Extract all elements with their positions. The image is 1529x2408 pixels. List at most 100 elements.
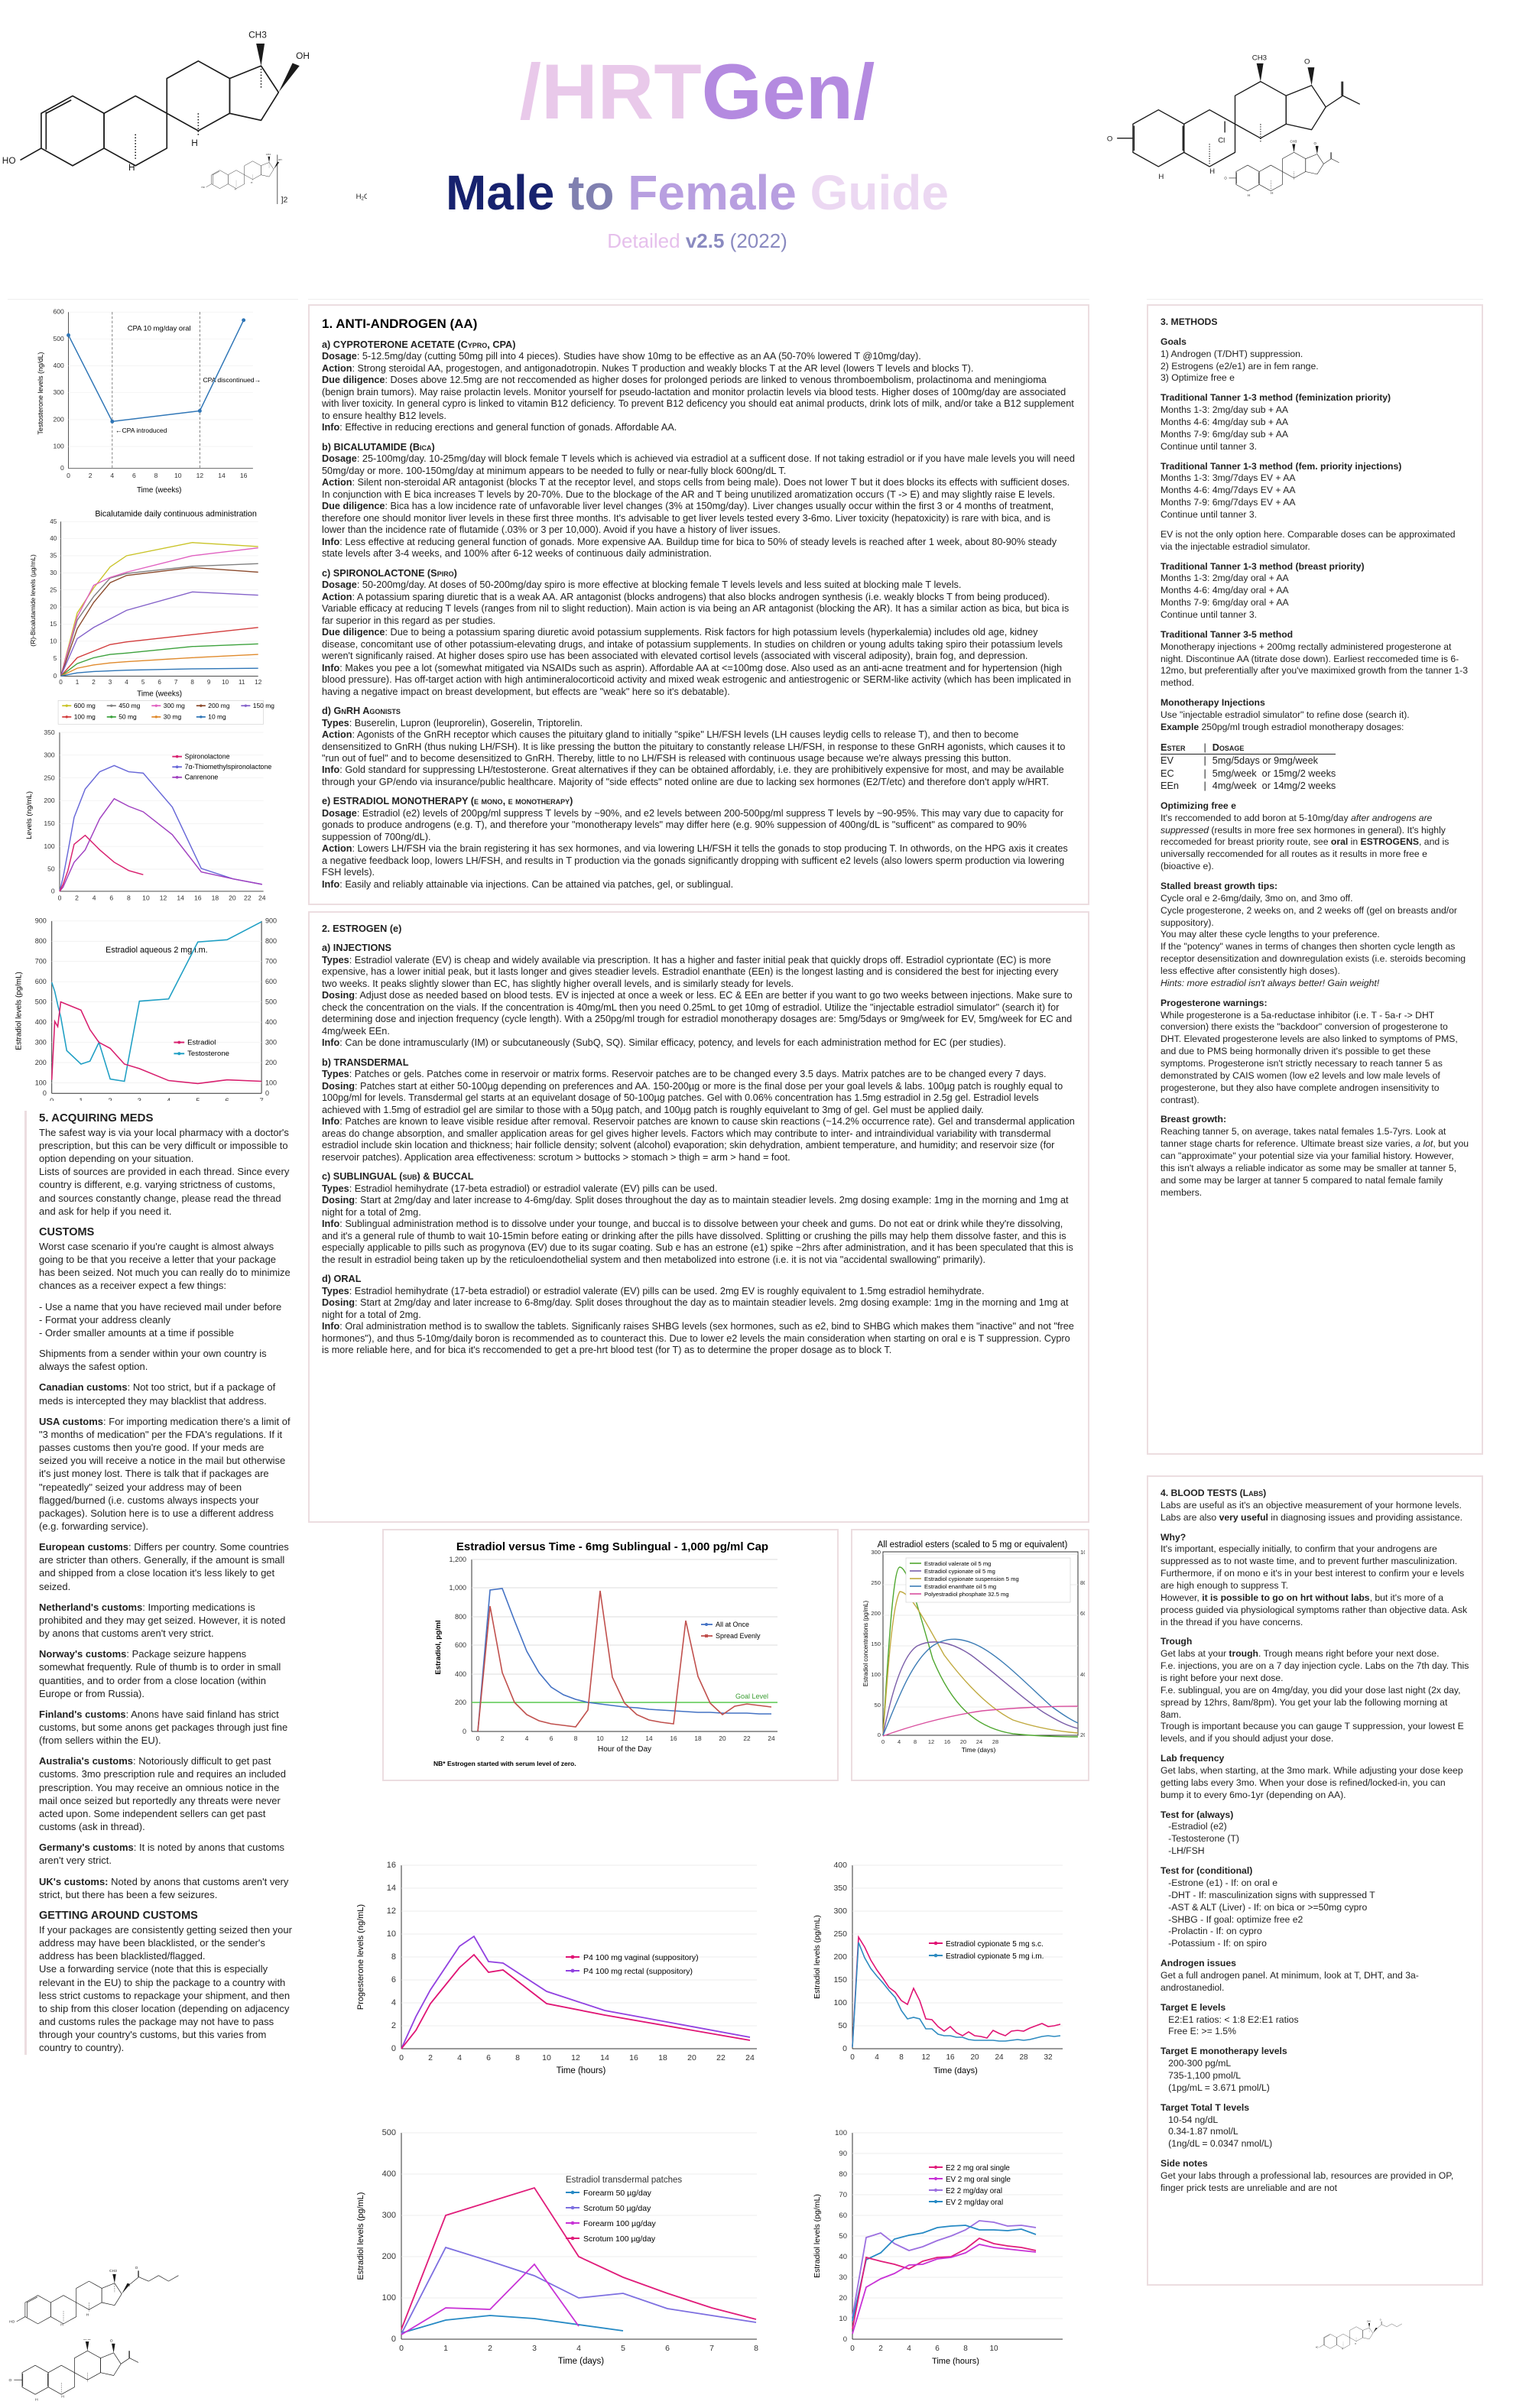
svg-text:24: 24	[258, 894, 266, 902]
svg-text:200: 200	[54, 415, 65, 423]
svg-text:16: 16	[194, 894, 202, 902]
svg-text:1: 1	[443, 2344, 448, 2353]
svg-text:250: 250	[44, 774, 55, 781]
svg-text:22: 22	[244, 894, 252, 902]
svg-text:400: 400	[1080, 1671, 1085, 1678]
svg-text:20: 20	[687, 2053, 696, 2062]
svg-text:24: 24	[768, 1735, 775, 1742]
svg-text:500: 500	[382, 2128, 396, 2137]
svg-text:400: 400	[382, 2169, 396, 2179]
svg-text:22: 22	[716, 2053, 726, 2062]
svg-text:150 mg: 150 mg	[253, 702, 274, 709]
svg-text:6: 6	[486, 2053, 491, 2062]
svg-text:30: 30	[839, 2273, 847, 2282]
svg-text:50: 50	[47, 865, 55, 873]
svg-text:11: 11	[239, 679, 245, 686]
svg-text:0: 0	[43, 1089, 47, 1097]
svg-text:7: 7	[260, 1097, 264, 1101]
svg-text:←CPA introduced: ←CPA introduced	[115, 427, 167, 434]
svg-text:8: 8	[963, 2345, 968, 2353]
svg-text:18: 18	[658, 2053, 667, 2062]
svg-text:800: 800	[455, 1613, 466, 1621]
svg-text:8: 8	[127, 894, 131, 902]
svg-text:50: 50	[839, 2232, 847, 2241]
svg-text:700: 700	[265, 958, 277, 965]
svg-text:0: 0	[463, 1728, 466, 1735]
svg-text:0: 0	[60, 464, 64, 472]
svg-text:14: 14	[600, 2053, 609, 2062]
svg-text:]2: ]2	[281, 196, 288, 205]
svg-text:15: 15	[50, 621, 57, 628]
svg-text:12: 12	[255, 679, 262, 686]
svg-text:600: 600	[54, 308, 65, 316]
svg-text:Time (hours): Time (hours)	[932, 2357, 979, 2366]
svg-text:4: 4	[525, 1735, 529, 1742]
svg-text:300: 300	[35, 1039, 47, 1047]
svg-text:2: 2	[501, 1735, 505, 1742]
svg-text:10: 10	[387, 1929, 396, 1939]
svg-text:20: 20	[719, 1735, 726, 1742]
svg-text:500: 500	[35, 998, 47, 1006]
svg-text:250: 250	[833, 1929, 847, 1939]
svg-text:3: 3	[532, 2344, 537, 2353]
svg-text:35: 35	[50, 553, 57, 560]
svg-text:14: 14	[177, 894, 184, 902]
svg-text:50: 50	[838, 2021, 847, 2030]
svg-text:300: 300	[265, 1039, 277, 1047]
svg-text:Goal Level: Goal Level	[735, 1692, 768, 1700]
svg-text:6: 6	[132, 472, 136, 479]
svg-text:Estradiol cypionate suspension: Estradiol cypionate suspension 5 mg	[924, 1576, 1019, 1582]
svg-text:10: 10	[596, 1735, 604, 1742]
svg-text:800: 800	[265, 937, 277, 945]
svg-text:24: 24	[745, 2053, 755, 2062]
svg-text:50: 50	[875, 1702, 881, 1709]
svg-text:Time (days): Time (days)	[558, 2357, 604, 2366]
svg-text:200: 200	[35, 1059, 47, 1066]
svg-text:5: 5	[196, 1097, 200, 1101]
svg-text:100: 100	[833, 1998, 847, 2007]
svg-text:4: 4	[898, 1738, 901, 1745]
svg-text:200 mg: 200 mg	[208, 702, 229, 709]
svg-text:10: 10	[142, 894, 150, 902]
svg-text:Time (days): Time (days)	[933, 2066, 978, 2075]
svg-text:10: 10	[174, 472, 182, 479]
svg-text:300 mg: 300 mg	[164, 702, 185, 709]
svg-text:16: 16	[946, 2053, 955, 2062]
svg-text:500: 500	[54, 335, 65, 342]
svg-text:100: 100	[44, 842, 55, 850]
svg-text:10: 10	[222, 679, 229, 686]
svg-text:200: 200	[265, 1059, 277, 1066]
svg-text:800: 800	[1080, 1579, 1085, 1586]
svg-text:Testosterone levels (ng/dL): Testosterone levels (ng/dL)	[37, 352, 44, 435]
svg-text:5: 5	[54, 655, 57, 662]
svg-text:32: 32	[1044, 2053, 1053, 2062]
svg-text:700: 700	[35, 958, 47, 965]
svg-text:4: 4	[576, 2344, 581, 2353]
svg-text:9: 9	[207, 679, 211, 686]
svg-text:300: 300	[54, 388, 65, 396]
svg-text:10: 10	[542, 2053, 551, 2062]
svg-text:Canrenone: Canrenone	[185, 774, 219, 781]
svg-text:30 mg: 30 mg	[164, 712, 182, 720]
svg-text:12: 12	[928, 1738, 934, 1745]
svg-text:100: 100	[871, 1671, 881, 1678]
svg-text:10: 10	[839, 2315, 847, 2323]
svg-text:0: 0	[265, 1089, 269, 1097]
svg-text:Estradiol cypionate 5 mg i.m.: Estradiol cypionate 5 mg i.m.	[946, 1952, 1044, 1961]
svg-text:200: 200	[455, 1699, 466, 1706]
svg-text:7α-Thiomethylspironolactone: 7α-Thiomethylspironolactone	[185, 763, 272, 771]
svg-text:4: 4	[167, 1097, 170, 1101]
svg-text:12: 12	[571, 2053, 580, 2062]
svg-text:200: 200	[44, 797, 55, 804]
svg-text:12: 12	[621, 1735, 628, 1742]
svg-text:0: 0	[878, 1731, 881, 1738]
svg-text:300: 300	[382, 2211, 396, 2220]
svg-text:Estradiol versus Time - 6mg Su: Estradiol versus Time - 6mg Sublingual -…	[456, 1540, 768, 1553]
svg-text:150: 150	[871, 1640, 881, 1647]
svg-text:100 mg: 100 mg	[74, 712, 96, 720]
svg-text:0: 0	[391, 2044, 396, 2053]
svg-text:90: 90	[839, 2150, 847, 2158]
svg-text:16: 16	[629, 2053, 638, 2062]
svg-text:8: 8	[574, 1735, 578, 1742]
svg-text:Estradiol levels (pg/mL): Estradiol levels (pg/mL)	[813, 1915, 822, 1999]
